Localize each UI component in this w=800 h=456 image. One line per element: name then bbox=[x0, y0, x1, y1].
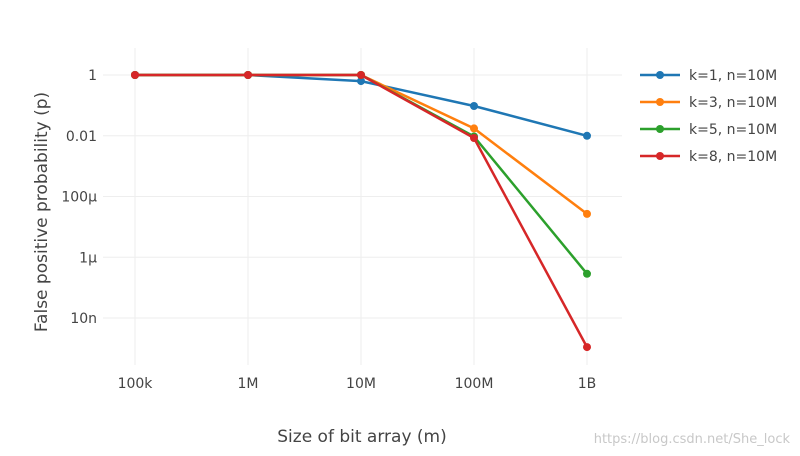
y-axis-ticks: 1 0.01 100μ 1μ 10n bbox=[61, 68, 97, 327]
data-point bbox=[583, 131, 591, 140]
x-tick-label: 100M bbox=[455, 376, 494, 392]
legend-swatch-marker bbox=[656, 152, 664, 160]
series-group bbox=[131, 71, 591, 352]
x-axis-ticks: 100k 1M 10M 100M 1B bbox=[118, 376, 597, 392]
legend-swatch-marker bbox=[656, 98, 664, 106]
data-point bbox=[470, 124, 478, 133]
x-tick-label: 1B bbox=[578, 376, 597, 392]
y-tick-label: 10n bbox=[70, 311, 97, 327]
watermark-text: https://blog.csdn.net/She_lock bbox=[594, 432, 791, 447]
data-point bbox=[357, 71, 365, 79]
data-point bbox=[470, 102, 478, 110]
x-tick-label: 1M bbox=[238, 376, 259, 392]
grid bbox=[103, 48, 622, 365]
legend-label: k=1, n=10M bbox=[689, 68, 777, 84]
x-tick-label: 100k bbox=[118, 376, 154, 392]
series-k-8-n-10m bbox=[131, 71, 591, 352]
legend-swatch-marker bbox=[656, 71, 664, 79]
data-point bbox=[583, 269, 591, 278]
legend[interactable]: k=1, n=10M k=3, n=10M k=5, n=10M k=8, n=10M bbox=[640, 68, 777, 165]
legend-item[interactable]: k=5, n=10M bbox=[640, 122, 777, 138]
y-tick-label: 1 bbox=[88, 68, 97, 84]
data-point bbox=[470, 134, 478, 142]
y-tick-label: 0.01 bbox=[66, 129, 97, 145]
y-tick-label: 1μ bbox=[79, 250, 97, 266]
data-point bbox=[583, 209, 591, 218]
data-point bbox=[131, 71, 139, 79]
legend-item[interactable]: k=3, n=10M bbox=[640, 95, 777, 111]
data-point bbox=[357, 77, 365, 86]
legend-item[interactable]: k=1, n=10M bbox=[640, 68, 777, 84]
legend-swatch-marker bbox=[656, 125, 664, 133]
legend-item[interactable]: k=8, n=10M bbox=[640, 149, 777, 165]
legend-label: k=3, n=10M bbox=[689, 95, 777, 111]
x-tick-label: 10M bbox=[346, 376, 376, 392]
x-axis-title: Size of bit array (m) bbox=[277, 427, 446, 447]
legend-label: k=8, n=10M bbox=[689, 149, 777, 165]
legend-label: k=5, n=10M bbox=[689, 122, 777, 138]
data-point bbox=[583, 343, 591, 352]
y-axis-title: False positive probability (p) bbox=[32, 92, 52, 332]
data-point bbox=[244, 71, 252, 79]
y-tick-label: 100μ bbox=[61, 190, 97, 206]
